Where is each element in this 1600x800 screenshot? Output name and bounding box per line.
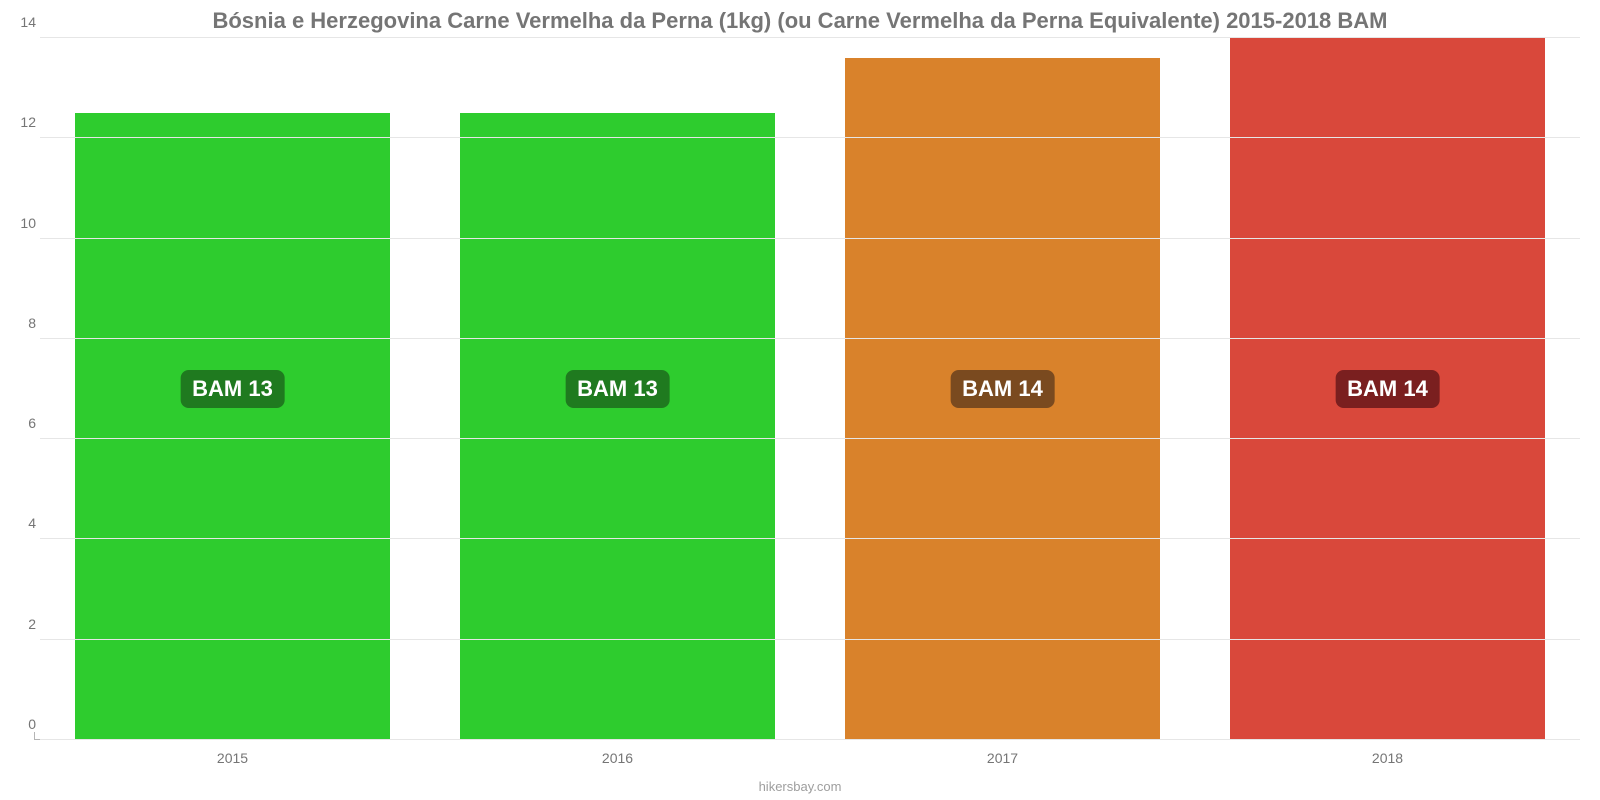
bar-value-label: BAM 14 — [950, 370, 1055, 408]
x-tick-label: 2016 — [602, 750, 633, 766]
bar-slot: BAM 142018 — [1195, 38, 1580, 740]
grid-line — [40, 137, 1580, 138]
bar-value-label: BAM 13 — [565, 370, 670, 408]
bars-container: BAM 132015BAM 132016BAM 142017BAM 142018 — [40, 38, 1580, 740]
y-tick-label: 12 — [10, 114, 36, 130]
y-tick-label: 0 — [10, 716, 36, 732]
x-axis-origin-tick — [34, 732, 35, 740]
x-tick-label: 2018 — [1372, 750, 1403, 766]
bar-slot: BAM 132016 — [425, 38, 810, 740]
bar-chart: Bósnia e Herzegovina Carne Vermelha da P… — [0, 0, 1600, 800]
bar — [460, 113, 776, 740]
bar-value-label: BAM 14 — [1335, 370, 1440, 408]
chart-title: Bósnia e Herzegovina Carne Vermelha da P… — [0, 8, 1600, 34]
y-tick-label: 10 — [10, 215, 36, 231]
bar-slot: BAM 142017 — [810, 38, 1195, 740]
y-tick-label: 8 — [10, 315, 36, 331]
attribution-text: hikersbay.com — [0, 779, 1600, 794]
x-tick-label: 2015 — [217, 750, 248, 766]
bar — [75, 113, 391, 740]
grid-line — [40, 338, 1580, 339]
grid-line — [40, 438, 1580, 439]
plot-area: 02468101214 BAM 132015BAM 132016BAM 1420… — [40, 38, 1580, 740]
x-tick-label: 2017 — [987, 750, 1018, 766]
y-tick-label: 2 — [10, 616, 36, 632]
bar-value-label: BAM 13 — [180, 370, 285, 408]
bar-slot: BAM 132015 — [40, 38, 425, 740]
grid-line — [40, 238, 1580, 239]
y-tick-label: 4 — [10, 515, 36, 531]
grid-line — [40, 37, 1580, 38]
grid-line — [40, 739, 1580, 740]
y-tick-label: 6 — [10, 415, 36, 431]
grid-line — [40, 639, 1580, 640]
y-tick-label: 14 — [10, 14, 36, 30]
grid-line — [40, 538, 1580, 539]
